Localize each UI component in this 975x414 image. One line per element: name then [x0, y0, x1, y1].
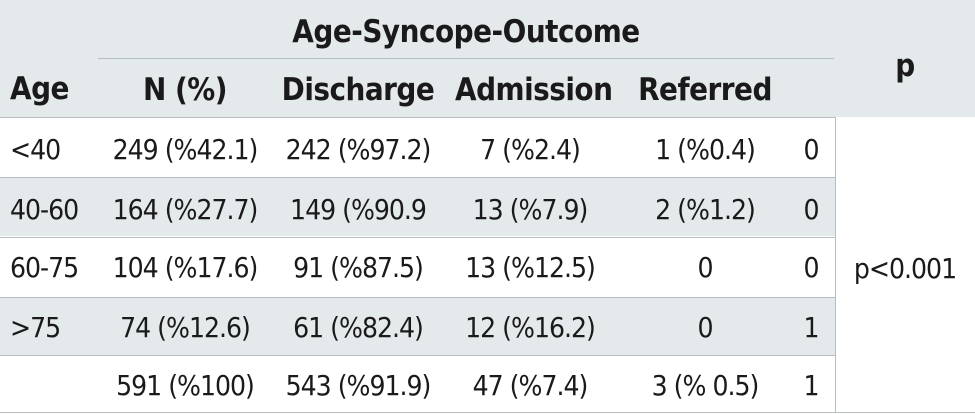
header-bottom-rule	[0, 117, 835, 118]
p-column-divider	[835, 117, 836, 413]
row-n: 249 (%42.1)	[112, 133, 259, 166]
row-admission: 13 (%12.5)	[465, 251, 596, 284]
table-row	[0, 238, 835, 296]
row-rule	[0, 297, 835, 298]
table-bottom-rule	[0, 412, 975, 413]
row-age: <40	[10, 133, 61, 166]
row-discharge: 149 (%90.9	[290, 193, 427, 226]
p-value: p<0.001	[853, 252, 957, 285]
row-age: >75	[10, 311, 61, 344]
row-referred: 0	[697, 251, 713, 284]
row-rule	[0, 177, 835, 178]
row-referred: 1 (%0.4)	[655, 133, 756, 166]
group-header-title: Age-Syncope-Outcome	[292, 14, 640, 50]
row-extra-value: 0	[803, 133, 819, 166]
table-row	[0, 178, 835, 236]
row-extra-value: 0	[803, 193, 819, 226]
column-header-age: Age	[10, 71, 69, 107]
row-n: 164 (%27.7)	[112, 193, 259, 226]
row-age: 60-75	[10, 251, 79, 284]
row-referred: 2 (%1.2)	[655, 193, 756, 226]
table-row	[0, 356, 835, 414]
row-age: 40-60	[10, 193, 79, 226]
row-rule	[0, 355, 835, 356]
row-referred: 0	[697, 311, 713, 344]
row-discharge: 543 (%91.9)	[285, 369, 432, 402]
row-admission: 12 (%16.2)	[465, 311, 596, 344]
row-extra-value: 0	[803, 251, 819, 284]
row-extra-value: 1	[803, 369, 819, 402]
column-header-p: p	[895, 48, 915, 84]
row-n: 74 (%12.6)	[120, 311, 251, 344]
column-header-referred: Referred	[638, 72, 772, 108]
row-n: 104 (%17.6)	[112, 251, 259, 284]
row-discharge: 91 (%87.5)	[293, 251, 424, 284]
column-header-admission: Admission	[455, 72, 613, 108]
row-n: 591 (%100)	[116, 369, 255, 402]
table-row	[0, 298, 835, 356]
row-rule	[0, 237, 835, 238]
row-discharge: 242 (%97.2)	[285, 133, 432, 166]
column-header-n: N (%)	[143, 72, 227, 108]
row-extra-value: 1	[803, 311, 819, 344]
row-admission: 7 (%2.4)	[480, 133, 581, 166]
row-admission: 47 (%7.4)	[472, 369, 589, 402]
row-admission: 13 (%7.9)	[472, 193, 589, 226]
row-referred: 3 (% 0.5)	[651, 369, 760, 402]
row-discharge: 61 (%82.4)	[293, 311, 424, 344]
table-row	[0, 118, 835, 176]
group-header-rule	[98, 58, 834, 59]
column-header-discharge: Discharge	[281, 72, 435, 108]
